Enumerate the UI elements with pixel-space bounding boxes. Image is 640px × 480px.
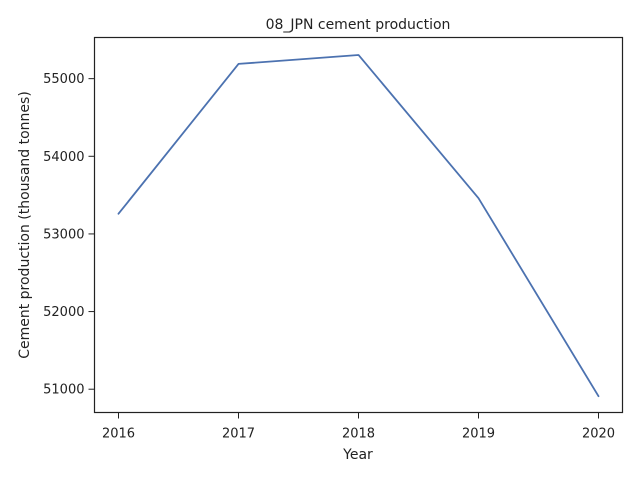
- plot-frame: [93, 36, 624, 414]
- series-line: [117, 54, 600, 398]
- x-tick-label: 2017: [222, 427, 255, 442]
- x-tick-label: 2019: [462, 427, 495, 442]
- x-tick-label: 2020: [582, 427, 615, 442]
- x-axis: 2016 2017 2018 2019 2020: [102, 412, 615, 442]
- chart-title: 08_JPN cement production: [266, 17, 451, 33]
- x-tick-label: 2016: [102, 427, 135, 442]
- y-tick-label: 55000: [43, 72, 84, 87]
- x-tick-label: 2018: [342, 427, 375, 442]
- y-tick-label: 51000: [43, 383, 84, 398]
- x-axis-label: Year: [342, 447, 373, 463]
- y-axis-label: Cement production (thousand tonnes): [17, 91, 33, 359]
- y-axis: 51000 52000 53000 54000 55000: [43, 72, 95, 398]
- y-tick-label: 53000: [43, 227, 84, 242]
- y-tick-label: 52000: [43, 305, 84, 320]
- y-tick-label: 54000: [43, 150, 84, 165]
